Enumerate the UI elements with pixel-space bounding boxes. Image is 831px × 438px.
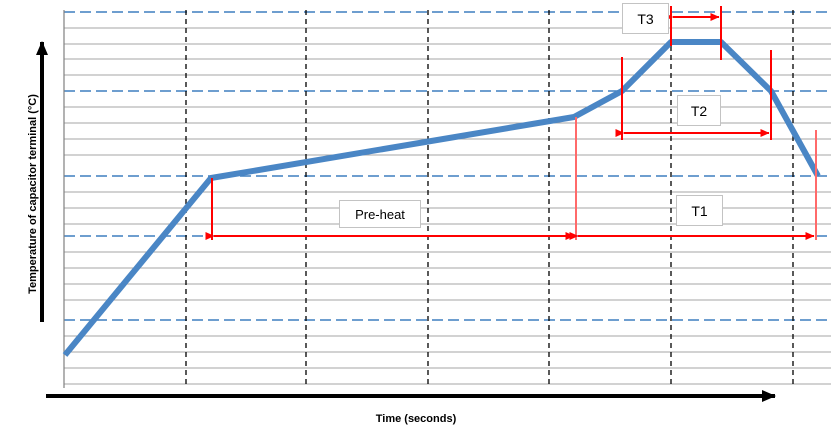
callout-t1: T1 bbox=[676, 195, 723, 226]
measure-guides bbox=[211, 6, 817, 240]
vertical-gridlines bbox=[185, 10, 794, 388]
temperature-profile-line bbox=[62, 39, 821, 357]
y-axis-title: Temperature of capacitor terminal (°C) bbox=[27, 94, 39, 294]
callout-t2: T2 bbox=[677, 95, 721, 126]
minor-gridlines bbox=[64, 27, 831, 385]
callout-t3: T3 bbox=[622, 3, 669, 34]
x-axis-title: Time (seconds) bbox=[375, 413, 457, 425]
reference-lines bbox=[64, 11, 831, 321]
callout-preheat: Pre-heat bbox=[339, 200, 421, 228]
